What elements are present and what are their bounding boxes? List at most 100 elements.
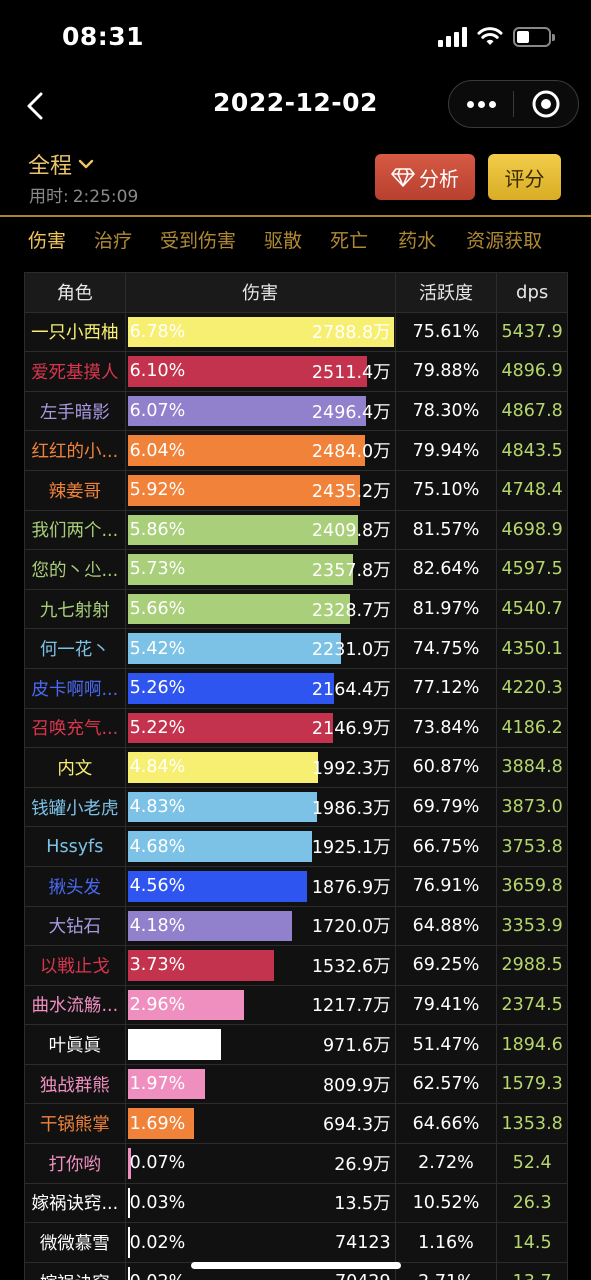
tab-dispel[interactable]: 驱散 [264, 229, 303, 252]
activity-cell: 2.71% [395, 1262, 497, 1280]
activity-cell: 66.75% [395, 827, 497, 866]
activity-cell: 81.97% [395, 589, 497, 629]
table-row[interactable]: 红红的小... 6.04% 2484.0万 79.94% 4843.5 [25, 431, 568, 470]
player-name-cell: 干锅熊掌 [25, 1104, 125, 1144]
diamond-icon [391, 168, 415, 187]
damage-amount: 1720.0万 [311, 917, 391, 938]
table-row[interactable]: 辣姜哥 5.92% 2435.2万 75.10% 4748.4 [25, 470, 568, 510]
target-icon [532, 90, 560, 118]
analyze-button[interactable]: 分析 [375, 154, 475, 200]
table-row[interactable]: 曲水流觞... 2.96% 1217.7万 79.41% 2374.5 [25, 985, 568, 1025]
dps-cell: 52.4 [497, 1144, 568, 1183]
table-row[interactable]: 微微慕雪 0.02% 74123 1.16% 14.5 [25, 1223, 568, 1262]
damage-percent: 3.73% [129, 955, 186, 976]
score-label: 评分 [504, 166, 545, 191]
table-row[interactable]: 嫁祸诀窍... 0.03% 13.5万 10.52% 26.3 [25, 1183, 568, 1223]
tab-damage[interactable]: 伤害 [28, 229, 67, 252]
table-row[interactable]: 内文 4.84% 1992.3万 60.87% 3884.8 [25, 748, 568, 787]
score-button[interactable]: 评分 [488, 154, 561, 200]
table-row[interactable]: 大钻石 4.18% 1720.0万 64.88% 3353.9 [25, 906, 568, 946]
player-name-cell: 皮卡啊啊... [25, 668, 125, 708]
table-row[interactable]: 一只小西柚 6.78% 2788.8万 75.61% 5437.9 [25, 312, 568, 352]
tab-damage-taken[interactable]: 受到伤害 [160, 229, 237, 252]
damage-amount: 2788.8万 [311, 323, 391, 344]
damage-amount: 26.9万 [334, 1154, 391, 1175]
dps-cell: 3353.9 [497, 906, 568, 946]
damage-cell: 6.78% 2788.8万 [125, 312, 395, 352]
table-row[interactable]: 左手暗影 6.07% 2496.4万 78.30% 4867.8 [25, 391, 568, 431]
table-row[interactable]: 钱罐小老虎 4.83% 1986.3万 69.79% 3873.0 [25, 787, 568, 827]
damage-bar [127, 356, 367, 387]
damage-cell: 5.66% 2328.7万 [125, 589, 395, 629]
range-dropdown[interactable]: 全程 [28, 148, 94, 180]
stat-tabs: 伤害 治疗 受到伤害 驱散 死亡 药水 资源获取 [0, 218, 591, 260]
status-icons [438, 27, 555, 47]
damage-percent: 6.10% [129, 361, 186, 382]
damage-amount: 1992.3万 [311, 758, 391, 779]
table-row[interactable]: 我们两个... 5.86% 2409.8万 81.57% 4698.9 [25, 510, 568, 550]
table-row[interactable]: 何一花丶 5.42% 2231.0万 74.75% 4350.1 [25, 629, 568, 668]
nav-bar: 2022-12-02 [0, 80, 591, 132]
table-row[interactable]: 爱死基摸人 6.10% 2511.4万 79.88% 4896.9 [25, 352, 568, 391]
table-row[interactable]: 以戦止戈 3.73% 1532.6万 69.25% 2988.5 [25, 946, 568, 985]
damage-amount: 1925.1万 [311, 838, 391, 859]
tab-healing[interactable]: 治疗 [94, 229, 133, 252]
player-name-cell: 爱死基摸人 [25, 352, 125, 391]
player-name-cell: 左手暗影 [25, 391, 125, 431]
player-name-cell: 钱罐小老虎 [25, 787, 125, 827]
header-damage[interactable]: 伤害 [125, 273, 395, 312]
analyze-label: 分析 [419, 166, 459, 191]
table-row[interactable]: 皮卡啊啊... 5.26% 2164.4万 77.12% 4220.3 [25, 668, 568, 708]
table-row[interactable]: Hssyfs 4.68% 1925.1万 66.75% 3753.8 [25, 827, 568, 866]
table-row[interactable]: 打你哟 0.07% 26.9万 2.72% 52.4 [25, 1144, 568, 1183]
player-name-cell: 叶眞眞 [25, 1025, 125, 1064]
header-name[interactable]: 角色 [25, 273, 125, 312]
dps-cell: 14.5 [497, 1223, 568, 1262]
table-row[interactable]: 九七射射 5.66% 2328.7万 81.97% 4540.7 [25, 589, 568, 629]
damage-bar [127, 1068, 205, 1100]
dps-cell: 4698.9 [497, 510, 568, 550]
damage-percent: 5.92% [129, 480, 186, 501]
tab-potions[interactable]: 药水 [398, 229, 437, 252]
dps-cell: 2374.5 [497, 985, 568, 1025]
dps-cell: 2988.5 [497, 946, 568, 985]
table-row[interactable]: 召唤充气... 5.22% 2146.9万 73.84% 4186.2 [25, 708, 568, 748]
close-mini-program-button[interactable] [514, 81, 578, 127]
table-row[interactable]: 叶眞眞 2.36% 971.6万 51.47% 1894.6 [25, 1025, 568, 1064]
header-dps[interactable]: dps [497, 273, 568, 312]
table-row[interactable]: 独战群熊 1.97% 809.9万 62.57% 1579.3 [25, 1064, 568, 1104]
table-row[interactable]: 您的丶尐... 5.73% 2357.8万 82.64% 4597.5 [25, 550, 568, 589]
damage-amount: 1217.7万 [311, 996, 391, 1017]
damage-bar [127, 633, 341, 664]
header-activity[interactable]: 活跃度 [395, 273, 497, 312]
player-name: 辣姜哥 [48, 481, 102, 502]
player-name: 嫁祸诀窍... [31, 1194, 119, 1215]
damage-amount: 2484.0万 [311, 442, 391, 463]
player-name: 红红的小... [31, 442, 119, 463]
damage-amount: 809.9万 [323, 1075, 391, 1096]
damage-percent: 4.56% [129, 876, 186, 897]
dps-cell: 1579.3 [497, 1064, 568, 1104]
table-row[interactable]: 揪头发 4.56% 1876.9万 76.91% 3659.8 [25, 866, 568, 906]
damage-amount: 13.5万 [334, 1194, 391, 1215]
damage-amount: 2231.0万 [311, 640, 391, 661]
player-name: 一只小西柚 [31, 323, 119, 344]
more-button[interactable] [449, 81, 513, 127]
damage-amount: 2146.9万 [311, 719, 391, 740]
damage-amount: 1986.3万 [311, 798, 391, 819]
dps-cell: 3884.8 [497, 748, 568, 787]
damage-bar [127, 593, 350, 625]
player-name: 您的丶尐... [31, 560, 119, 581]
table-row[interactable]: 干锅熊掌 1.69% 694.3万 64.66% 1353.8 [25, 1104, 568, 1144]
tab-resources[interactable]: 资源获取 [466, 229, 543, 252]
damage-bar [127, 1108, 194, 1140]
damage-bar [127, 514, 358, 546]
damage-amount: 1876.9万 [311, 877, 391, 898]
player-name-cell: 您的丶尐... [25, 550, 125, 589]
player-name: 何一花丶 [39, 640, 110, 661]
tab-deaths[interactable]: 死亡 [330, 229, 369, 252]
dps-cell: 4597.5 [497, 550, 568, 589]
activity-cell: 79.41% [395, 985, 497, 1025]
damage-cell: 2.96% 1217.7万 [125, 985, 395, 1025]
back-button[interactable] [18, 88, 52, 124]
